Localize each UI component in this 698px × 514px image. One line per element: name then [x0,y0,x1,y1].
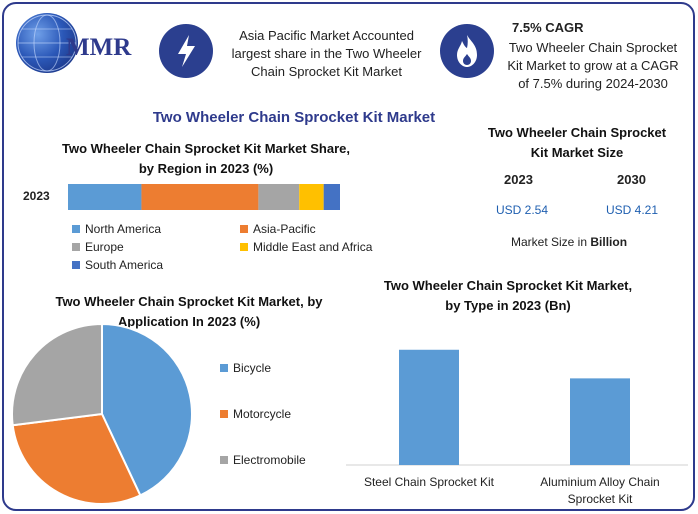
legend-motorcycle: Motorcycle [220,407,291,421]
legend-swatch [220,364,228,372]
region-bar-segment-south-america [323,184,340,210]
legend-swatch [72,225,80,233]
application-pie-chart [11,322,193,505]
market-size-year-2030: 2030 [617,172,646,187]
legend-swatch [240,243,248,251]
main-title: Two Wheeler Chain Sprocket Kit Market [152,109,436,126]
region-bar-segment-middle-east-and-africa [299,184,324,210]
market-size-note: Market Size in Billion [511,235,628,249]
flame-icon [440,24,494,78]
info-text-asia-pacific: Asia Pacific Market Accounted largest sh… [231,28,422,79]
legend-middle-east-africa: Middle East and Africa [240,240,372,254]
type-category-aluminium: Aluminium Alloy Chain Sprocket Kit [540,475,660,506]
legend-asia-pacific: Asia-Pacific [240,222,316,236]
region-bar-segment-europe [258,184,300,210]
region-chart-title: Two Wheeler Chain Sprocket Kit Market Sh… [62,141,350,176]
legend-swatch [240,225,248,233]
pie-slice-bicycle [101,322,193,497]
market-size-year-2023: 2023 [504,172,533,187]
legend-swatch [72,243,80,251]
region-legend: North America Asia-Pacific Europe Middle… [72,220,402,278]
market-size-value-2030: USD 4.21 [606,203,659,217]
type-chart-title: Two Wheeler Chain Sprocket Kit Market, b… [383,278,633,313]
type-category-steel: Steel Chain Sprocket Kit [363,475,495,489]
legend-europe: Europe [72,240,124,254]
legend-north-america: North America [72,222,161,236]
type-bar-steel [399,349,459,465]
lightning-icon [159,24,213,78]
legend-swatch [220,410,228,418]
legend-electromobile: Electromobile [220,453,306,467]
legend-south-america: South America [72,258,163,272]
legend-swatch [72,261,80,269]
brand-logo-text: MMR [66,34,132,61]
region-category-label: 2023 [23,189,50,203]
cagr-label: 7.5% CAGR [512,20,584,35]
info-text-cagr: Two Wheeler Chain Sprocket Kit Market to… [507,40,679,91]
application-chart-title: Two Wheeler Chain Sprocket Kit Market, b… [55,294,323,329]
type-column-chart [346,349,688,466]
type-bar-aluminium [570,378,630,465]
market-size-value-2023: USD 2.54 [496,203,549,217]
globe-logo-icon [16,13,78,73]
legend-swatch [220,456,228,464]
pie-slice-electromobile [11,322,103,427]
market-size-title: Two Wheeler Chain Sprocket Kit Market Si… [487,125,667,160]
region-stacked-bar [68,184,340,210]
region-bar-segment-asia-pacific [141,184,259,210]
legend-bicycle: Bicycle [220,361,271,375]
region-bar-segment-north-america [68,184,142,210]
pie-slice-motorcycle [11,412,142,505]
